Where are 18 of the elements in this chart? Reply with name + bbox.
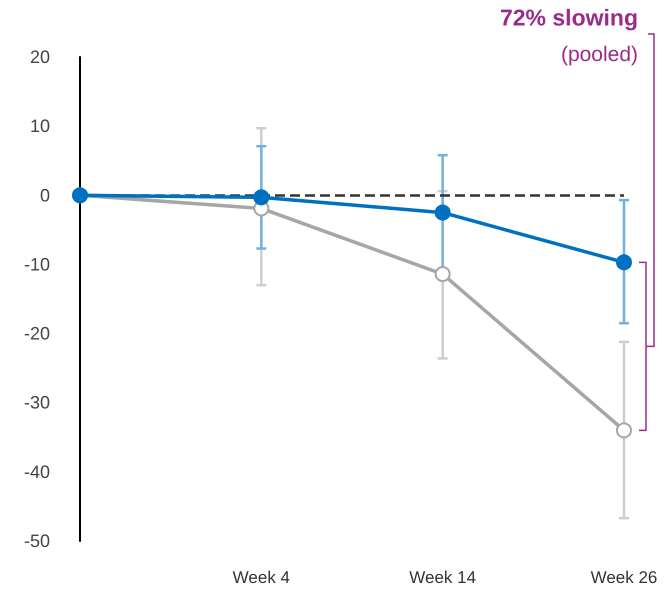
point	[616, 422, 632, 438]
x-tick-label: Week 26	[590, 568, 658, 587]
y-tick-label: 10	[30, 116, 50, 136]
point	[616, 254, 632, 270]
y-tick-label: 20	[30, 47, 50, 67]
y-tick-label: -20	[24, 324, 50, 344]
point	[434, 266, 451, 282]
y-tick-label: -50	[24, 531, 50, 551]
annotation: (pooled)	[560, 43, 638, 66]
point	[434, 204, 451, 221]
y-tick-label: -40	[24, 462, 50, 482]
y-tick-label: -30	[24, 392, 50, 413]
point	[253, 189, 270, 206]
y-tick-label: -10	[24, 254, 50, 274]
text: 72% slowing	[500, 4, 638, 30]
x-tick-label: Week 4	[232, 568, 290, 587]
y-tick-label: 0	[40, 185, 50, 206]
x-tick-label: Week 14	[409, 568, 476, 587]
